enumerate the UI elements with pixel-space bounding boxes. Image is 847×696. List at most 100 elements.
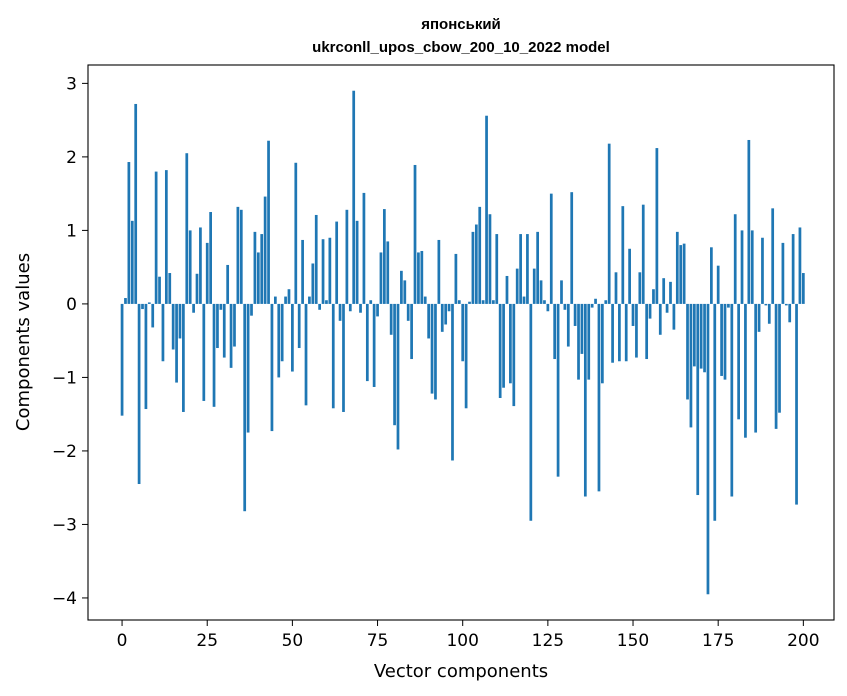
chart-title-line1: японський [421, 16, 501, 33]
x-axis-label: Vector components [374, 661, 548, 682]
bar-136 [583, 303, 587, 497]
bar-132 [570, 192, 574, 304]
bar-134 [577, 303, 580, 380]
bar-152 [638, 272, 642, 304]
y-tick-label-6: 2 [66, 148, 77, 168]
bar-67 [348, 303, 352, 312]
bar-78 [386, 241, 390, 304]
bar-171 [703, 303, 706, 373]
bar-1 [124, 298, 127, 304]
x-tick-label-8: 200 [787, 631, 819, 651]
x-tick-label-6: 150 [617, 631, 649, 651]
bar-14 [168, 273, 172, 304]
bar-150 [631, 303, 635, 326]
bar-69 [355, 220, 359, 304]
bar-46 [277, 303, 281, 378]
bar-148 [624, 303, 628, 362]
bar-86 [413, 164, 417, 304]
bar-112 [502, 303, 505, 388]
bar-162 [672, 303, 676, 330]
chart-title-line2: ukrconll_upos_cbow_200_10_2022 model [312, 39, 610, 56]
bar-73 [369, 300, 373, 304]
ticks-group: 0 25 50 75 100 125 150 175 200 −4 −3 −2 −1 0 1 2 3 [52, 74, 820, 651]
bar-121 [532, 268, 536, 304]
bar-158 [658, 303, 662, 335]
bar-6 [141, 303, 144, 310]
bar-51 [294, 162, 298, 304]
bar-130 [563, 303, 567, 310]
bar-91 [430, 303, 434, 394]
bar-80 [393, 303, 396, 426]
bar-196 [788, 303, 792, 323]
bar-128 [556, 303, 560, 477]
bar-144 [611, 303, 614, 363]
bar-189 [764, 303, 768, 306]
bar-30 [222, 303, 226, 358]
bar-110 [495, 234, 499, 304]
bar-57 [314, 214, 318, 304]
bar-90 [427, 303, 431, 339]
bar-127 [553, 303, 557, 360]
bar-23 [199, 227, 202, 304]
bar-93 [437, 239, 441, 304]
bar-56 [311, 263, 315, 304]
bar-167 [689, 303, 693, 428]
bar-34 [236, 206, 240, 304]
bar-40 [256, 252, 260, 304]
bar-103 [471, 231, 475, 304]
bar-200 [801, 273, 805, 304]
bar-98 [454, 253, 458, 304]
bar-151 [635, 303, 638, 358]
bar-84 [406, 303, 410, 321]
bar-170 [699, 303, 703, 369]
bar-199 [798, 227, 802, 304]
bar-94 [440, 303, 444, 332]
bar-16 [175, 303, 178, 383]
bar-28 [216, 303, 219, 349]
bar-45 [273, 296, 277, 304]
y-tick-label-3: −1 [52, 368, 77, 388]
bar-114 [509, 303, 512, 384]
bar-76 [379, 252, 383, 304]
bar-120 [529, 303, 533, 521]
x-tick-label-0: 0 [117, 631, 128, 651]
bar-163 [675, 231, 679, 304]
bar-63 [335, 221, 339, 304]
bar-55 [308, 296, 311, 304]
bar-172 [706, 303, 710, 595]
bar-36 [243, 303, 247, 512]
bar-131 [566, 303, 570, 347]
bar-113 [505, 275, 509, 304]
bar-41 [260, 234, 264, 304]
bar-185 [750, 230, 754, 304]
bar-108 [488, 214, 492, 304]
bar-119 [526, 234, 529, 304]
y-tick-label-0: −4 [52, 589, 77, 609]
bar-147 [621, 206, 625, 304]
bar-70 [359, 303, 362, 313]
bar-175 [716, 265, 720, 304]
bar-52 [297, 303, 301, 349]
bar-15 [171, 303, 175, 350]
bar-122 [536, 231, 540, 304]
bar-2 [127, 162, 131, 304]
bar-60 [325, 300, 328, 304]
bar-3 [130, 220, 134, 304]
x-tick-label-7: 175 [702, 631, 734, 651]
bar-129 [560, 280, 563, 304]
bar-187 [757, 303, 761, 332]
bar-179 [730, 303, 734, 497]
bar-54 [304, 303, 308, 406]
bar-33 [233, 303, 236, 347]
bar-100 [461, 303, 465, 362]
bar-156 [652, 289, 655, 304]
bar-61 [328, 237, 332, 304]
bar-198 [795, 303, 798, 505]
bar-10 [154, 171, 158, 304]
bar-71 [362, 192, 366, 304]
bar-109 [492, 300, 495, 304]
bar-182 [740, 230, 744, 304]
bar-74 [372, 303, 376, 387]
bar-43 [267, 140, 270, 304]
